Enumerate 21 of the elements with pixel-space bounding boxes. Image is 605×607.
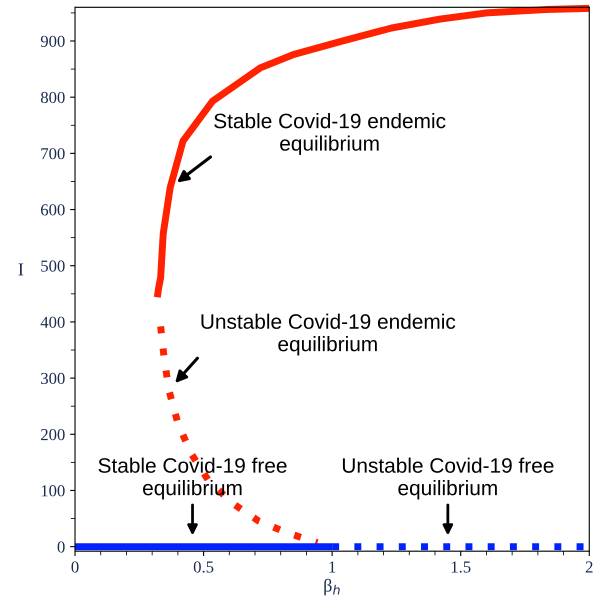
y-tick-label: 500 bbox=[41, 260, 65, 272]
y-axis-title: I bbox=[18, 264, 24, 276]
annotation: Unstable Covid-19 free equilibrium bbox=[342, 458, 554, 500]
y-tick-label: 800 bbox=[40, 92, 65, 104]
x-tick-label: 1 bbox=[329, 561, 336, 572]
y-tick-label: 300 bbox=[41, 372, 65, 384]
y-tick-label: 100 bbox=[42, 485, 65, 496]
y-tick-label: 900 bbox=[40, 36, 65, 47]
y-tick-label: 700 bbox=[41, 148, 65, 160]
y-tick-label: 600 bbox=[41, 204, 65, 216]
x-axis-title: β$_{h}$ bbox=[324, 578, 340, 596]
annotation: Stable Covid-19 endemic equilibrium bbox=[214, 113, 446, 155]
y-tick-label: 400 bbox=[40, 316, 65, 328]
x-tick-label: 2 bbox=[586, 561, 593, 572]
x-tick-label: 0.5 bbox=[194, 561, 214, 573]
y-tick-label: 0 bbox=[58, 541, 65, 553]
annotation: Stable Covid-19 free equilibrium bbox=[98, 458, 287, 500]
x-tick-label: 1.5 bbox=[452, 561, 470, 573]
annotation: Unstable Covid-19 endemic equilibrium bbox=[201, 314, 456, 356]
y-tick-label: 200 bbox=[41, 428, 65, 440]
x-tick-label: 0 bbox=[71, 561, 79, 573]
